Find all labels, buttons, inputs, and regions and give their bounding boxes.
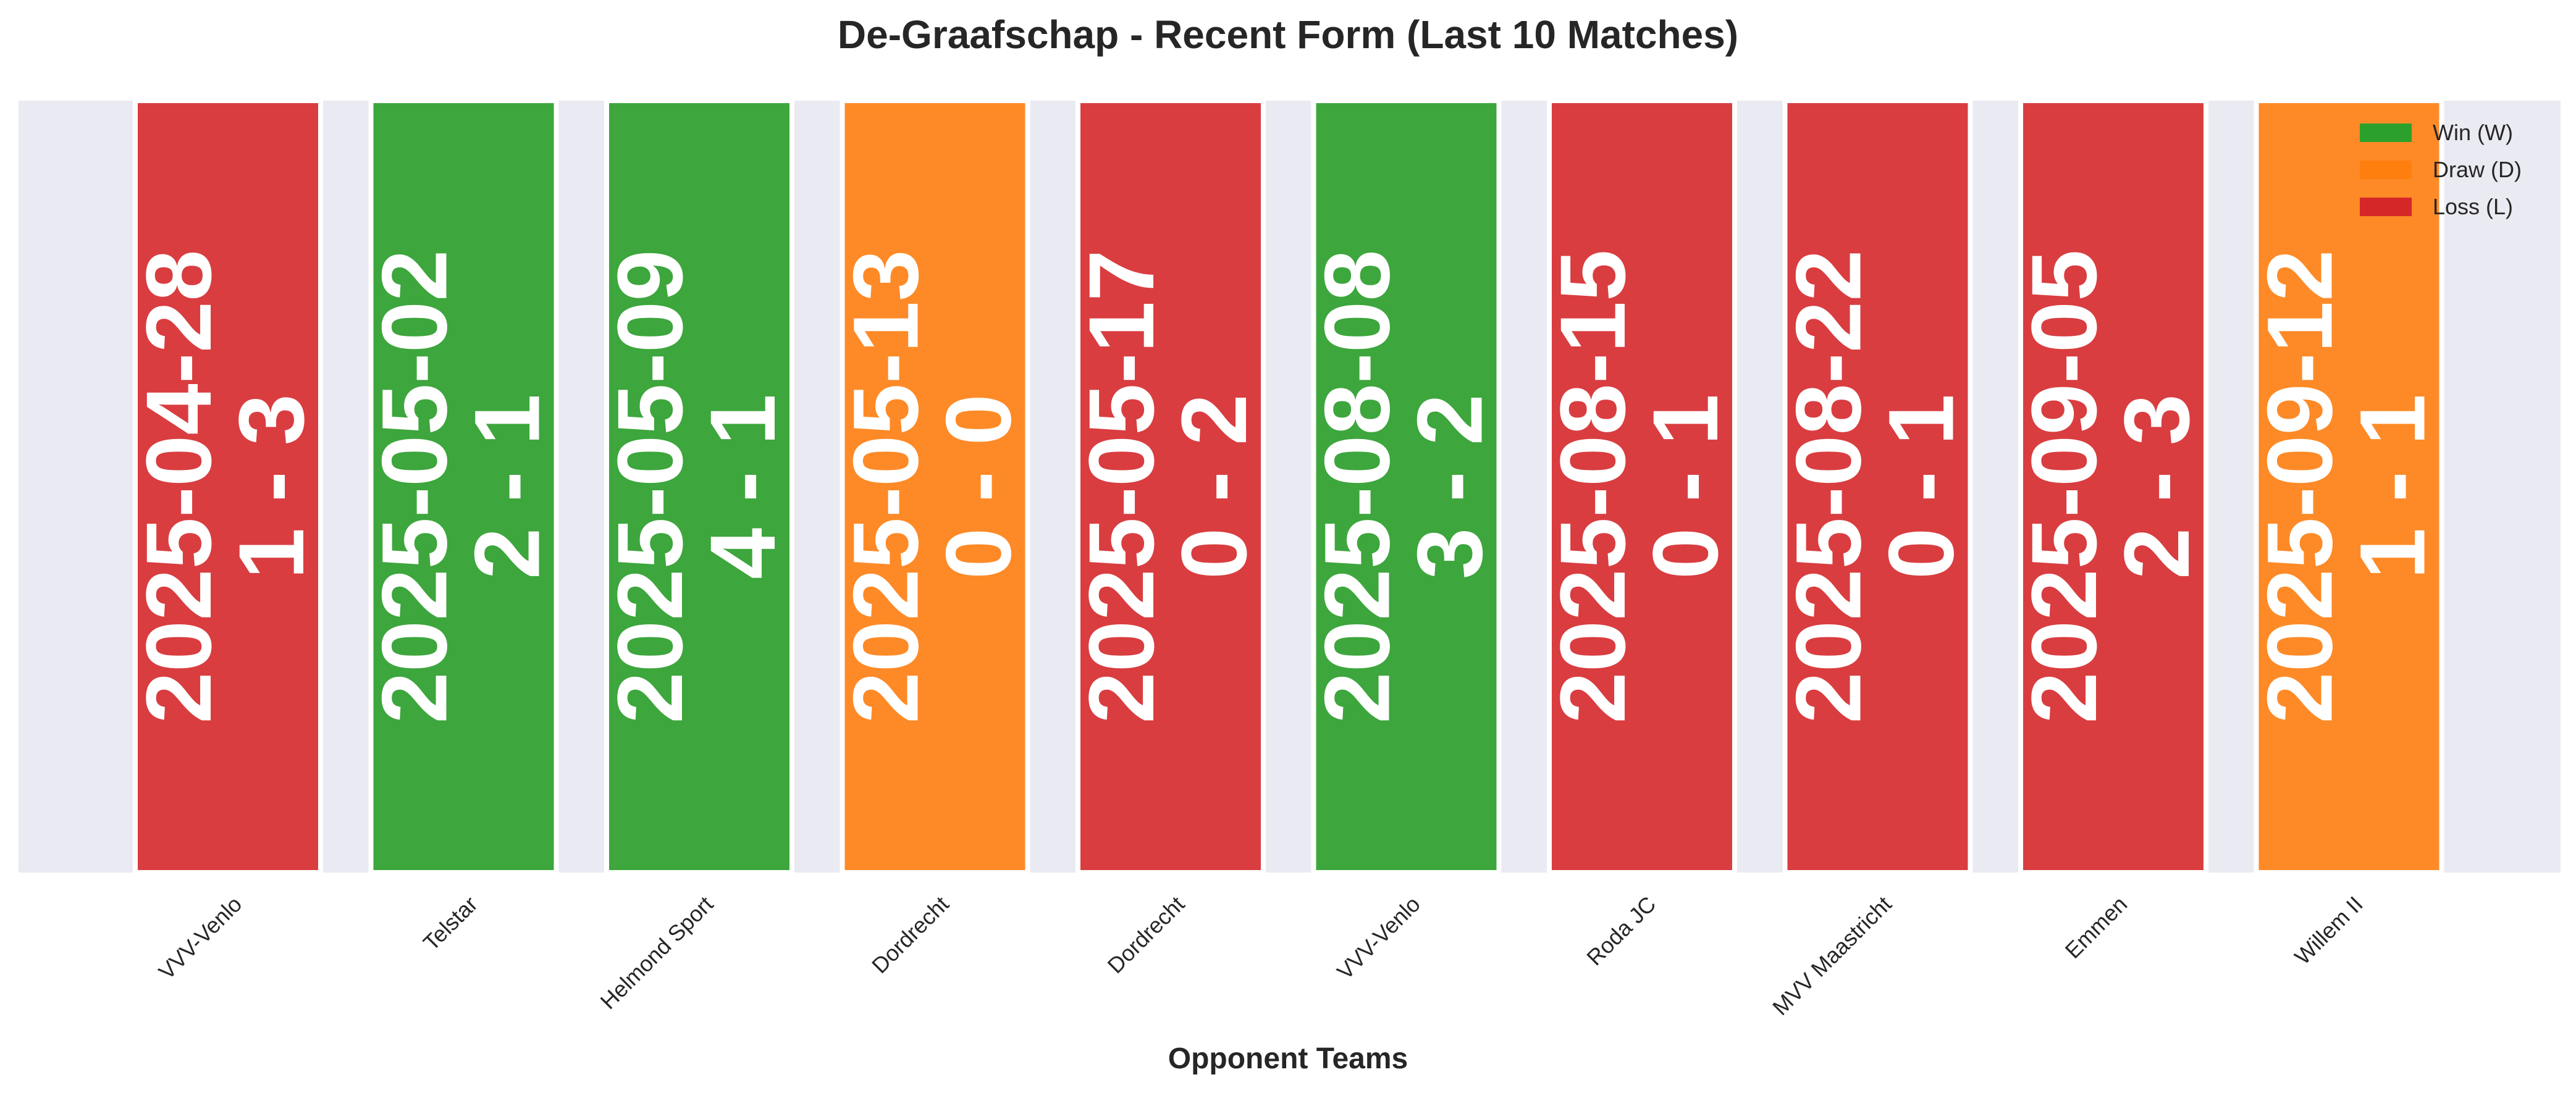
x-axis-label: Opponent Teams	[1168, 1042, 1408, 1075]
x-tick-label: Willem II	[2289, 891, 2368, 969]
bar-10	[2254, 98, 2444, 875]
bar-7	[1547, 98, 1737, 875]
bar-date-label: 2025-04-28	[127, 249, 230, 723]
bar-date-label: 2025-08-22	[1777, 249, 1880, 723]
x-tick-label: Emmen	[2060, 891, 2132, 963]
bars-group: 2025-04-281 - 3 2025-05-022 - 1 2025-05-09…	[127, 98, 2444, 875]
bar-date-label: 2025-05-13	[834, 249, 938, 723]
x-tick-label: VVV-Venlo	[1332, 891, 1425, 984]
bar-date-label: 2025-08-15	[1541, 249, 1644, 723]
bar-label-5: 2025-05-170 - 2	[1069, 249, 1266, 723]
chart-title: De-Graafschap - Recent Form (Last 10 Mat…	[838, 12, 1738, 57]
x-tick-label: Telstar	[418, 891, 482, 955]
bar-score-label: 1 - 1	[2341, 394, 2444, 579]
bar-score-label: 0 - 2	[1162, 394, 1266, 579]
x-tick-label: MVV Maastricht	[1767, 891, 1896, 1020]
bar-label-3: 2025-05-094 - 1	[598, 249, 794, 723]
bar-score-label: 1 - 3	[219, 394, 323, 579]
bar-date-label: 2025-05-02	[363, 249, 466, 723]
bar-score-label: 3 - 2	[1398, 394, 1502, 579]
bar-date-label: 2025-09-12	[2248, 249, 2352, 723]
bar-date-label: 2025-08-08	[1305, 249, 1409, 723]
bar-label-2: 2025-05-022 - 1	[363, 249, 559, 723]
bar-1	[133, 98, 323, 875]
bar-4	[840, 98, 1030, 875]
legend-swatch-l	[2360, 198, 2412, 216]
x-tick-label: Helmond Sport	[596, 891, 718, 1014]
bar-score-label: 2 - 1	[455, 394, 559, 579]
bar-9	[2018, 98, 2208, 875]
legend-swatch-w	[2360, 124, 2412, 142]
x-tick-label: Dordrecht	[1103, 891, 1190, 978]
bar-score-label: 2 - 3	[2105, 394, 2208, 579]
bar-date-label: 2025-05-09	[598, 249, 702, 723]
bar-label-8: 2025-08-220 - 1	[1777, 249, 1973, 723]
bar-6	[1311, 98, 1502, 875]
bar-label-9: 2025-09-052 - 3	[2012, 249, 2208, 723]
legend: Win (W) Draw (D) Loss (L)	[2360, 120, 2522, 219]
legend-label-l: Loss (L)	[2433, 194, 2513, 219]
bar-label-10: 2025-09-121 - 1	[2248, 249, 2444, 723]
bar-label-4: 2025-05-130 - 0	[834, 249, 1030, 723]
bar-date-label: 2025-05-17	[1069, 249, 1173, 723]
bar-date-label: 2025-09-05	[2012, 249, 2116, 723]
bar-score-label: 0 - 0	[927, 394, 1030, 579]
bar-8	[1782, 98, 1973, 875]
bar-2	[368, 98, 559, 875]
legend-label-w: Win (W)	[2433, 120, 2513, 145]
legend-label-d: Draw (D)	[2433, 157, 2522, 182]
bar-label-6: 2025-08-083 - 2	[1305, 249, 1502, 723]
bar-3	[604, 98, 794, 875]
bar-5	[1075, 98, 1266, 875]
x-tick-label: VVV-Venlo	[154, 891, 247, 984]
bar-label-7: 2025-08-150 - 1	[1541, 249, 1737, 723]
x-tick-label: Dordrecht	[867, 891, 954, 978]
bar-score-label: 4 - 1	[691, 394, 794, 579]
x-tick-labels: VVV-Venlo Telstar Helmond Sport Dordrecht Do…	[154, 891, 2368, 1020]
bar-score-label: 0 - 1	[1869, 394, 1973, 579]
legend-swatch-d	[2360, 161, 2412, 179]
bar-label-1: 2025-04-281 - 3	[127, 249, 323, 723]
x-tick-label: Roda JC	[1581, 891, 1661, 970]
bar-score-label: 0 - 1	[1633, 394, 1737, 579]
